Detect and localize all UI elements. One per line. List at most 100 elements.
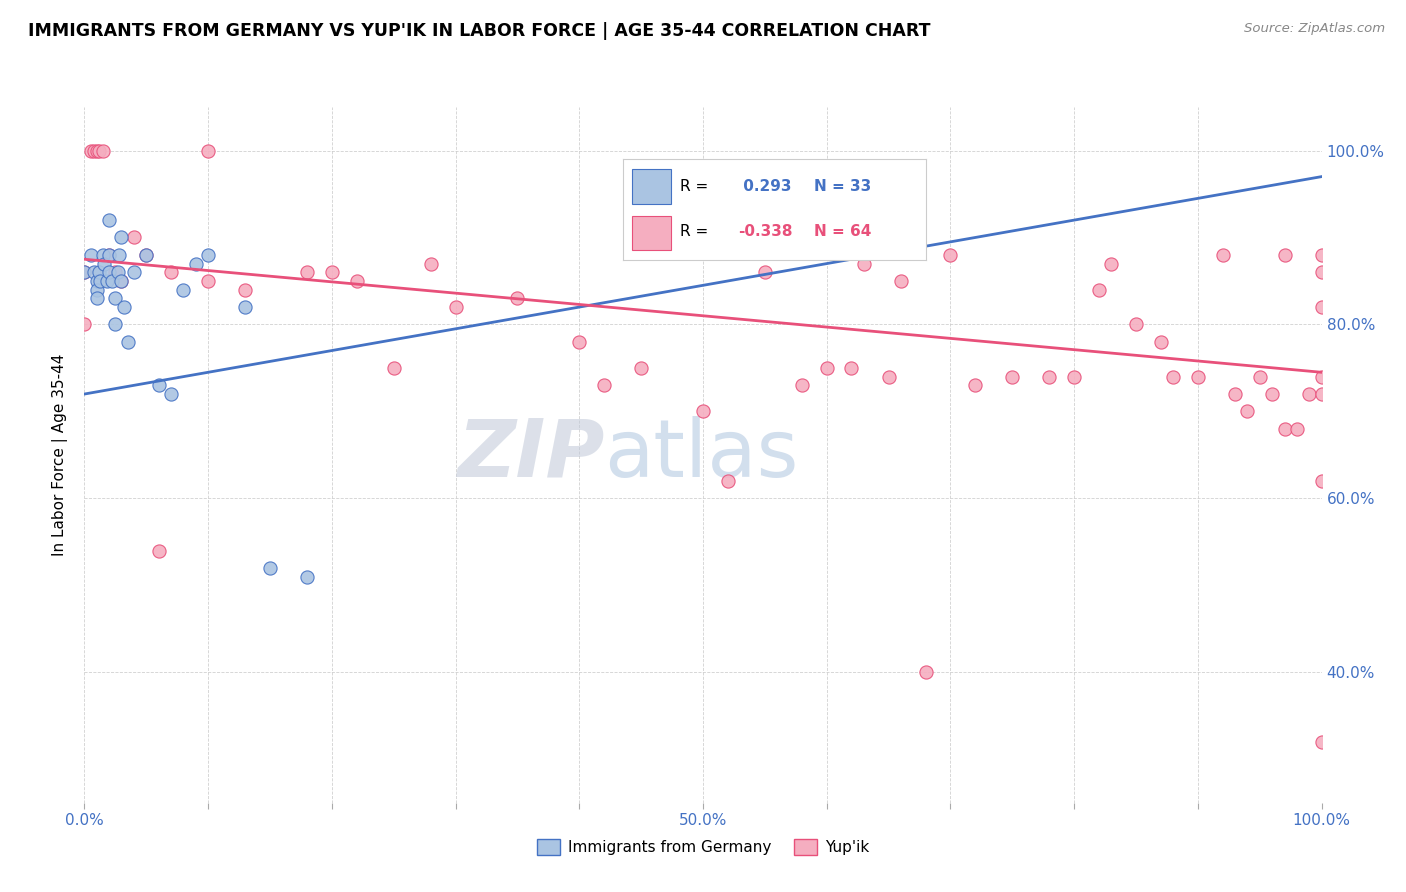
Point [89, 265, 111, 279]
Point [184, 257, 207, 271]
Point [83, 144, 105, 158]
Point [790, 378, 813, 392]
Point [382, 360, 405, 375]
Point [568, 334, 591, 349]
Point [692, 404, 714, 418]
Point [1310, 387, 1333, 401]
Point [1001, 369, 1024, 384]
Point [1310, 735, 1333, 749]
Y-axis label: In Labor Force | Age 35-44: In Labor Force | Age 35-44 [52, 354, 69, 556]
Point [717, 474, 740, 488]
Point [89, 274, 111, 288]
Point [110, 274, 132, 288]
Point [112, 300, 135, 314]
Point [1063, 369, 1085, 384]
Point [96, 274, 118, 288]
Text: atlas: atlas [605, 416, 799, 494]
Point [160, 265, 183, 279]
Point [754, 265, 776, 279]
Point [86, 283, 108, 297]
Legend: Immigrants from Germany, Yup'ik: Immigrants from Germany, Yup'ik [531, 833, 875, 862]
Point [107, 265, 129, 279]
Point [1161, 369, 1184, 384]
Point [852, 257, 875, 271]
Point [135, 248, 157, 262]
Point [890, 274, 912, 288]
Point [259, 561, 281, 575]
Point [1310, 369, 1333, 384]
Point [73, 318, 96, 332]
Point [98, 265, 121, 279]
Point [444, 300, 467, 314]
Point [1261, 387, 1284, 401]
Point [197, 144, 219, 158]
Point [98, 213, 121, 227]
Text: Source: ZipAtlas.com: Source: ZipAtlas.com [1244, 22, 1385, 36]
Point [1038, 369, 1060, 384]
Point [100, 274, 122, 288]
Point [630, 360, 652, 375]
Point [79, 248, 101, 262]
Point [1285, 422, 1308, 436]
Point [1310, 265, 1333, 279]
Point [89, 144, 111, 158]
Point [914, 665, 936, 680]
Point [1150, 334, 1173, 349]
Point [91, 144, 114, 158]
Point [86, 291, 108, 305]
Point [346, 274, 368, 288]
Point [148, 543, 170, 558]
Point [1187, 369, 1209, 384]
Point [110, 230, 132, 244]
Point [122, 230, 145, 244]
Text: IMMIGRANTS FROM GERMANY VS YUP'IK IN LABOR FORCE | AGE 35-44 CORRELATION CHART: IMMIGRANTS FROM GERMANY VS YUP'IK IN LAB… [28, 22, 931, 40]
Point [98, 248, 121, 262]
Point [1236, 404, 1258, 418]
Point [815, 360, 838, 375]
Point [1274, 422, 1296, 436]
Point [1310, 300, 1333, 314]
Point [1088, 283, 1111, 297]
Point [506, 291, 529, 305]
Point [1125, 318, 1147, 332]
Point [939, 248, 962, 262]
Point [295, 570, 318, 584]
Point [160, 387, 183, 401]
Point [98, 248, 121, 262]
Point [233, 283, 256, 297]
Point [117, 334, 139, 349]
Point [104, 291, 127, 305]
Point [73, 265, 96, 279]
Point [295, 265, 318, 279]
Point [877, 369, 900, 384]
Point [965, 378, 987, 392]
Point [1298, 387, 1320, 401]
Point [1249, 369, 1271, 384]
Point [1212, 248, 1234, 262]
Point [419, 257, 441, 271]
Point [172, 283, 194, 297]
Point [104, 318, 127, 332]
Point [79, 144, 101, 158]
Point [233, 300, 256, 314]
Point [135, 248, 157, 262]
Point [197, 274, 219, 288]
Point [93, 257, 115, 271]
Point [1310, 248, 1333, 262]
Point [86, 144, 108, 158]
Point [1099, 257, 1122, 271]
Point [86, 274, 108, 288]
Point [1223, 387, 1246, 401]
Point [91, 248, 114, 262]
Point [148, 378, 170, 392]
Point [104, 265, 127, 279]
Point [321, 265, 343, 279]
Point [1310, 474, 1333, 488]
Text: ZIP: ZIP [457, 416, 605, 494]
Point [1274, 248, 1296, 262]
Point [122, 265, 145, 279]
Point [83, 265, 105, 279]
Point [197, 248, 219, 262]
Point [73, 265, 96, 279]
Point [841, 360, 863, 375]
